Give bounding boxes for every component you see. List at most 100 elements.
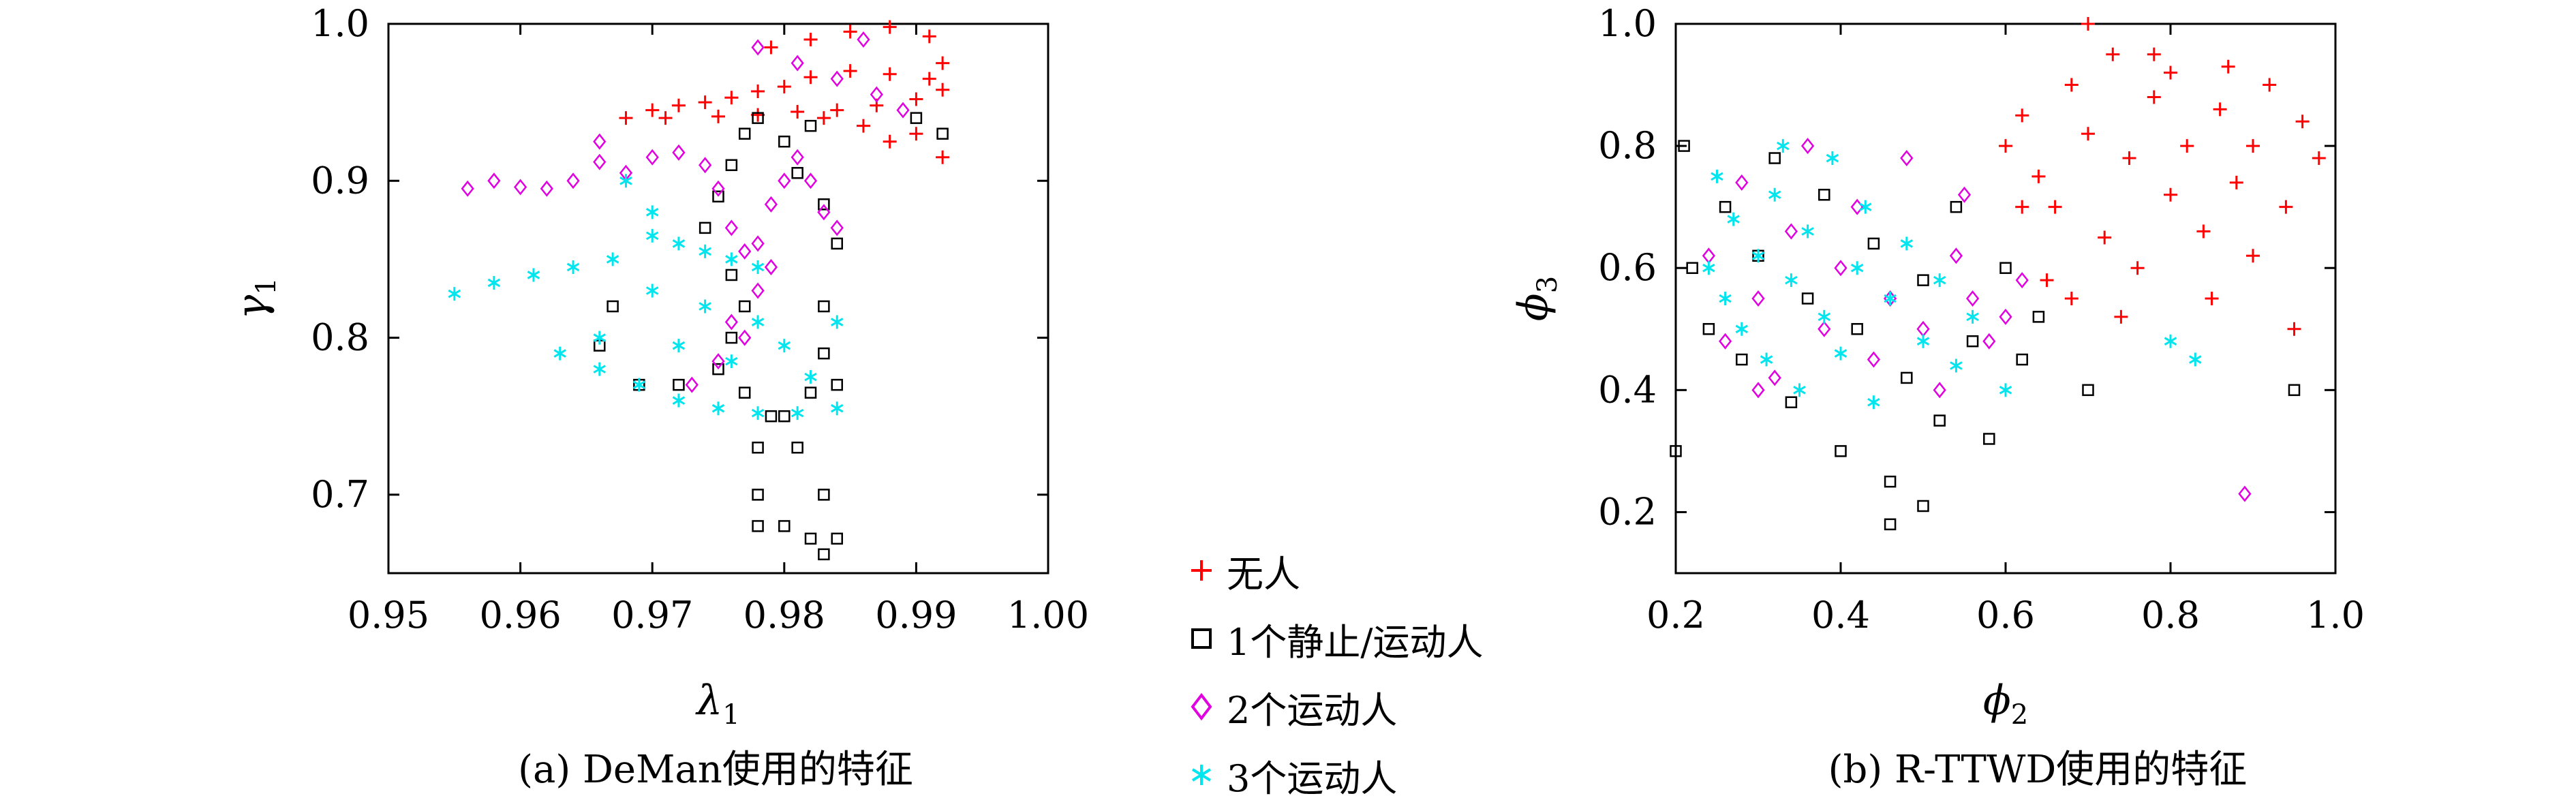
- chart-b-ytick-label: 0.4: [1598, 368, 1657, 411]
- data-point-plus: [2031, 169, 2046, 183]
- data-point-diamond: [2238, 485, 2252, 502]
- data-point-asterisk: [487, 275, 501, 290]
- data-point-square: [2016, 353, 2028, 366]
- data-point-plus: [2213, 102, 2227, 117]
- data-point-square: [804, 532, 817, 545]
- data-point-plus: [843, 25, 857, 39]
- data-point-asterisk: [1867, 395, 1880, 410]
- chart-a-ytick-label: 1.0: [311, 2, 369, 45]
- chart-a-xtick-label: 1.00: [1007, 594, 1089, 637]
- data-point-diamond: [461, 180, 474, 197]
- chart-b-series-3: [1702, 139, 2202, 410]
- chart-b-xtick-label: 0.6: [1976, 594, 2035, 637]
- data-point-diamond: [896, 102, 910, 119]
- data-point-diamond: [724, 313, 738, 331]
- data-point-plus: [2164, 187, 2177, 202]
- data-point-square: [673, 378, 685, 391]
- chart-a-ytick-label: 0.8: [311, 316, 369, 359]
- legend-item-none: 无人: [1184, 538, 1566, 607]
- data-point-diamond: [593, 153, 607, 170]
- data-point-asterisk: [751, 315, 765, 329]
- data-point-plus: [883, 20, 897, 34]
- legend-label: 无人: [1227, 553, 1300, 596]
- data-point-square: [791, 167, 803, 179]
- data-point-square: [2288, 384, 2301, 397]
- data-point-asterisk: [1711, 169, 1723, 183]
- legend-item-one-person: 1个静止/运动人: [1184, 607, 1566, 675]
- data-point-plus: [936, 82, 950, 97]
- chart-b: 0.2 0.4 0.6 0.8 1.00.20.40.60.81.0 ϕ2 ϕ3 (b)…: [1509, 2, 2365, 792]
- chart-a-series-2: [461, 31, 910, 393]
- data-point-square: [712, 190, 724, 203]
- data-point-asterisk: [1751, 249, 1765, 263]
- data-point-plus: [2122, 151, 2136, 166]
- chart-b-series-1: [1670, 140, 2301, 531]
- chart-b-ytick-label: 0.8: [1598, 124, 1657, 167]
- data-point-plus: [883, 67, 897, 81]
- data-point-asterisk: [632, 378, 646, 392]
- data-point-asterisk: [751, 260, 765, 274]
- data-point-plus: [2205, 292, 2219, 305]
- data-point-plus: [2081, 127, 2095, 141]
- data-point-plus: [658, 111, 673, 125]
- chart-a-ticks: 0.95 0.96 0.97 0.98 0.99 1.00 0.7 0.8 0.9 1.0: [311, 2, 1089, 637]
- data-point-plus: [724, 91, 739, 105]
- data-point-asterisk: [1916, 334, 1930, 348]
- data-point-square: [804, 119, 817, 132]
- data-point-asterisk: [711, 401, 725, 416]
- data-point-diamond: [724, 219, 738, 236]
- data-point-asterisk: [830, 315, 844, 329]
- data-point-square: [831, 378, 843, 391]
- data-point-asterisk: [553, 346, 566, 361]
- data-point-asterisk: [672, 339, 686, 353]
- data-point-asterisk: [606, 252, 619, 266]
- data-point-plus: [2196, 224, 2211, 239]
- data-point-square: [699, 221, 711, 234]
- data-point-square: [910, 112, 923, 124]
- data-point-diamond: [645, 149, 659, 166]
- data-point-plus: [619, 111, 633, 125]
- data-point-square: [1884, 475, 1897, 488]
- data-point-asterisk: [1702, 261, 1715, 275]
- chart-a-xtick-label: 0.97: [611, 594, 693, 637]
- diamond-marker-icon: [1191, 692, 1212, 721]
- chart-a-ylabel: γ1: [228, 277, 282, 319]
- square-marker-icon: [1191, 628, 1212, 649]
- data-point-asterisk: [725, 252, 738, 266]
- data-point-plus: [2064, 78, 2079, 92]
- data-point-asterisk: [593, 331, 607, 345]
- data-point-asterisk: [804, 370, 817, 384]
- data-point-diamond: [857, 31, 870, 48]
- data-point-diamond: [830, 70, 844, 87]
- data-point-square: [738, 127, 751, 140]
- data-point-asterisk: [1859, 200, 1872, 214]
- data-point-square: [725, 269, 738, 281]
- chart-b-caption: (b) R-TTWD使用的特征: [1828, 748, 2248, 792]
- data-point-diamond: [1718, 333, 1732, 350]
- data-point-asterisk: [751, 406, 765, 420]
- data-point-diamond: [1784, 223, 1798, 240]
- data-point-square: [1736, 353, 1748, 366]
- data-point-plus: [751, 85, 765, 99]
- data-point-diamond: [764, 196, 778, 213]
- data-point-diamond: [1867, 351, 1881, 368]
- data-point-square: [725, 159, 738, 172]
- chart-a-caption: (a) DeMan使用的特征: [518, 748, 913, 792]
- data-point-asterisk: [1785, 273, 1798, 288]
- chart-a-xtick-label: 0.99: [875, 594, 957, 637]
- data-point-square: [1686, 262, 1698, 274]
- data-point-asterisk: [830, 401, 844, 416]
- data-point-asterisk: [1793, 383, 1806, 397]
- data-point-square: [1801, 292, 1814, 305]
- data-point-plus: [2263, 78, 2277, 92]
- chart-a-ylabel-symbol: γ: [228, 295, 276, 320]
- data-point-asterisk: [778, 339, 791, 353]
- data-point-diamond: [672, 144, 686, 161]
- data-point-asterisk: [1777, 139, 1790, 153]
- chart-b-ytick-label: 0.2: [1598, 490, 1657, 533]
- data-point-plus: [909, 127, 923, 141]
- chart-a-xlabel-symbol: λ: [695, 677, 722, 724]
- data-point-plus: [2040, 273, 2054, 288]
- data-point-plus: [936, 150, 950, 164]
- data-point-plus: [2064, 292, 2079, 305]
